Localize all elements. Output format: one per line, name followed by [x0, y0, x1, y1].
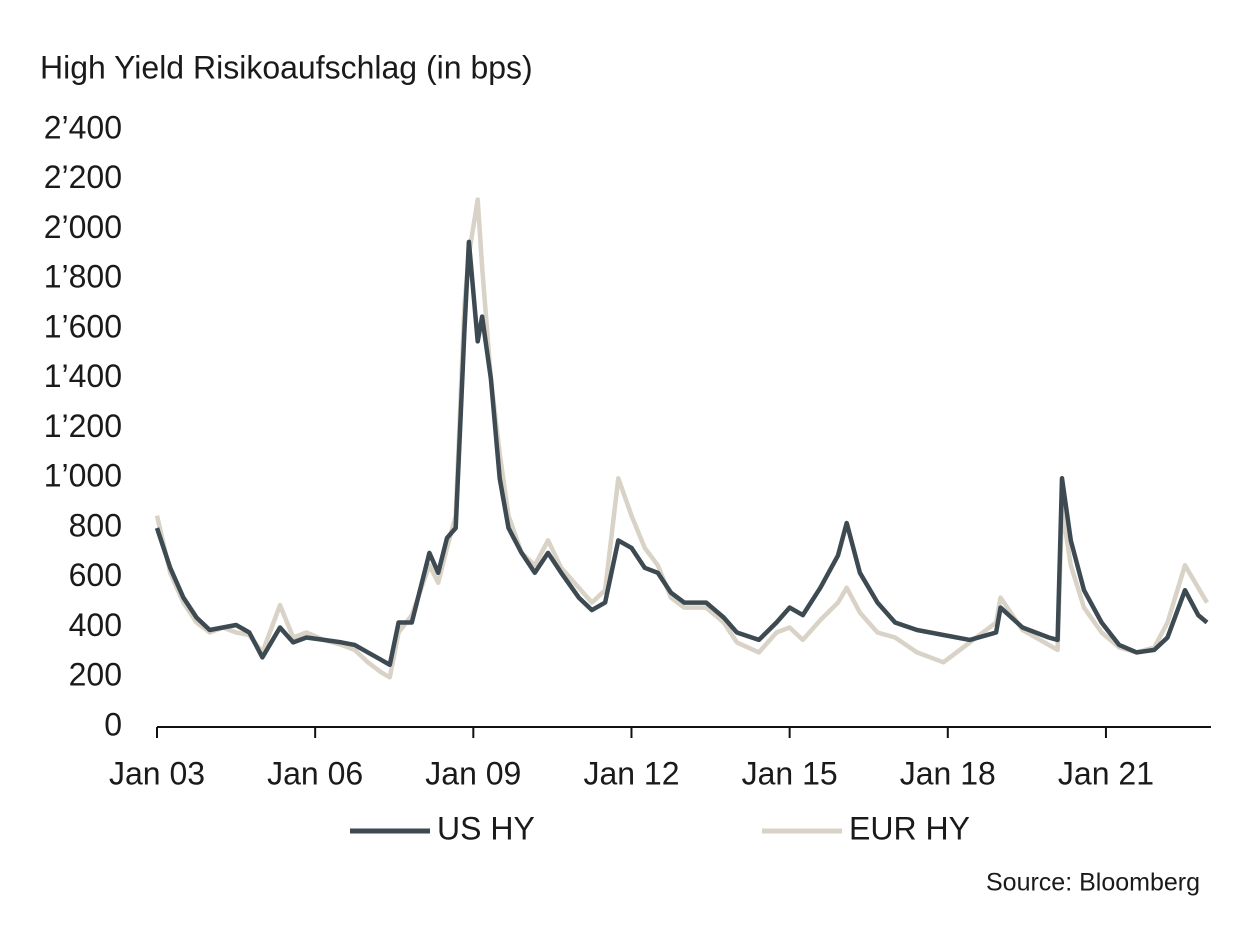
x-tick-label: Jan 18 — [900, 755, 996, 791]
y-tick-label: 1’800 — [44, 259, 122, 295]
x-tick-label: Jan 12 — [583, 755, 679, 791]
chart-title: High Yield Risikoaufschlag (in bps) — [40, 49, 533, 85]
y-tick-label: 400 — [69, 607, 122, 643]
source-note: Source: Bloomberg — [986, 869, 1200, 897]
line-series — [154, 239, 1209, 668]
y-tick-label: 600 — [69, 557, 122, 593]
x-tick-label: Jan 06 — [267, 755, 363, 791]
y-tick-label: 800 — [69, 507, 122, 543]
y-tick-label: 1’400 — [44, 358, 122, 394]
x-tick-label: Jan 21 — [1058, 755, 1154, 791]
y-tick-label: 200 — [69, 657, 122, 693]
line-series — [154, 197, 1209, 680]
y-tick-label: 0 — [104, 706, 122, 742]
legend-label: US HY — [437, 810, 535, 846]
legend-label: EUR HY — [849, 810, 970, 846]
x-tick-label: Jan 03 — [109, 755, 205, 791]
x-tick-label: Jan 09 — [425, 755, 521, 791]
y-tick-label: 1’000 — [44, 458, 122, 494]
y-tick-label: 1’600 — [44, 308, 122, 344]
y-tick-label: 2’000 — [44, 209, 122, 245]
y-tick-label: 1’200 — [44, 408, 122, 444]
x-tick-label: Jan 15 — [742, 755, 838, 791]
y-tick-label: 2’400 — [44, 109, 122, 145]
y-tick-label: 2’200 — [44, 159, 122, 195]
